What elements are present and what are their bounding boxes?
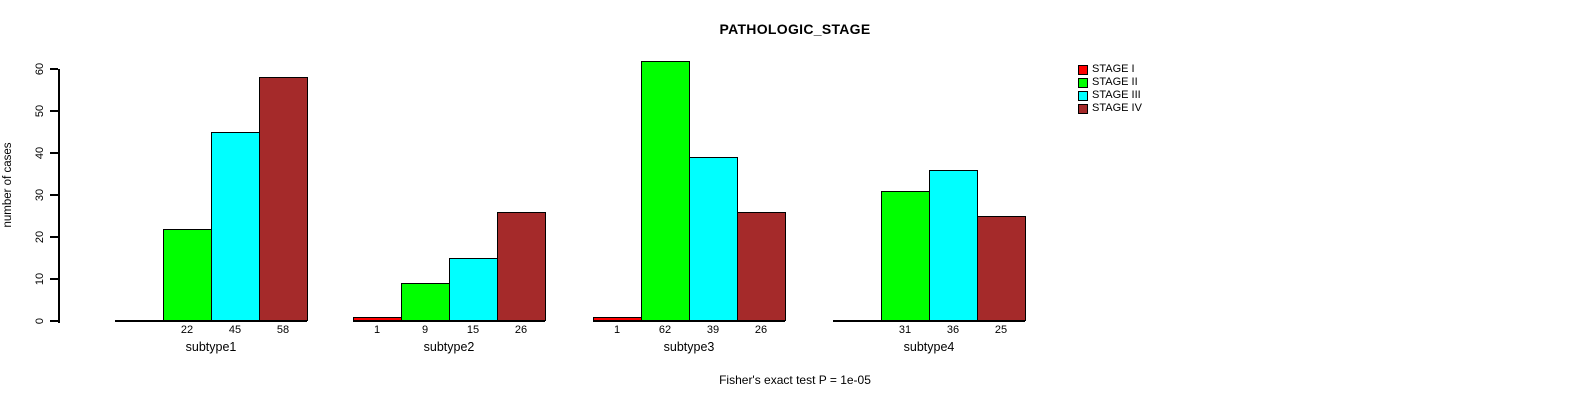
bar-stage-ii-subtype2 (401, 283, 450, 321)
x-category-label: subtype4 (903, 340, 955, 354)
legend-item: STAGE III (1078, 89, 1142, 102)
legend-color-swatch-icon (1078, 77, 1088, 88)
bar-value-label: 15 (466, 324, 480, 336)
bar-value-label: 26 (514, 324, 528, 336)
x-axis-baseline (115, 320, 307, 322)
bar-value-label: 45 (228, 324, 242, 336)
legend-color-swatch-icon (1078, 90, 1088, 101)
bar-stage-iv-subtype4 (977, 216, 1026, 321)
legend: STAGE I STAGE II STAGE III STAGE IV (1078, 63, 1142, 115)
chart-title: PATHOLOGIC_STAGE (719, 21, 871, 37)
legend-color-swatch-icon (1078, 64, 1088, 75)
bar-value-label: 1 (613, 324, 621, 336)
y-tick (50, 68, 58, 70)
x-axis-baseline (353, 320, 545, 322)
bar-value-label: 62 (658, 324, 672, 336)
y-tick (50, 152, 58, 154)
bar-stage-iii-subtype3 (689, 157, 738, 321)
legend-label: STAGE IV (1092, 102, 1142, 114)
bar-value-label: 36 (946, 324, 960, 336)
y-tick (50, 278, 58, 280)
y-tick-label: 0 (34, 317, 46, 325)
bar-value-label: 58 (276, 324, 290, 336)
x-axis-baseline (833, 320, 1025, 322)
legend-item: STAGE I (1078, 63, 1142, 76)
bar-stage-iii-subtype4 (929, 170, 978, 321)
legend-color-swatch-icon (1078, 103, 1088, 114)
x-category-label: subtype1 (185, 340, 237, 354)
y-tick-label: 20 (34, 230, 46, 244)
bar-stage-ii-subtype1 (163, 229, 212, 321)
y-axis-label: number of cases (2, 142, 14, 228)
bar-stage-iv-subtype2 (497, 212, 546, 321)
bar-stage-ii-subtype4 (881, 191, 930, 321)
bar-stage-iii-subtype2 (449, 258, 498, 321)
bar-value-label: 31 (898, 324, 912, 336)
y-tick (50, 110, 58, 112)
y-tick (50, 320, 58, 322)
bar-value-label: 22 (180, 324, 194, 336)
bar-value-label: 9 (421, 324, 429, 336)
y-tick (50, 236, 58, 238)
bar-value-label: 1 (373, 324, 381, 336)
annotation-text: Fisher's exact test P = 1e-05 (719, 373, 871, 387)
bar-stage-ii-subtype3 (641, 61, 690, 321)
bar-value-label: 25 (994, 324, 1008, 336)
y-tick (50, 194, 58, 196)
bar-stage-iii-subtype1 (211, 132, 260, 321)
bar-stage-i-subtype3 (593, 317, 642, 321)
legend-item: STAGE II (1078, 76, 1142, 89)
bar-stage-iv-subtype1 (259, 77, 308, 321)
x-category-label: subtype2 (423, 340, 475, 354)
bar-value-label: 26 (754, 324, 768, 336)
legend-label: STAGE II (1092, 76, 1138, 88)
y-axis-line (58, 69, 60, 323)
legend-label: STAGE III (1092, 89, 1141, 101)
legend-item: STAGE IV (1078, 102, 1142, 115)
x-category-label: subtype3 (663, 340, 715, 354)
legend-label: STAGE I (1092, 63, 1135, 75)
y-tick-label: 50 (34, 104, 46, 118)
bar-stage-iv-subtype3 (737, 212, 786, 321)
y-tick-label: 10 (34, 272, 46, 286)
y-tick-label: 30 (34, 188, 46, 202)
bar-stage-i-subtype2 (353, 317, 402, 321)
bar-value-label: 39 (706, 324, 720, 336)
y-tick-label: 60 (34, 62, 46, 76)
y-tick-label: 40 (34, 146, 46, 160)
x-axis-baseline (593, 320, 785, 322)
